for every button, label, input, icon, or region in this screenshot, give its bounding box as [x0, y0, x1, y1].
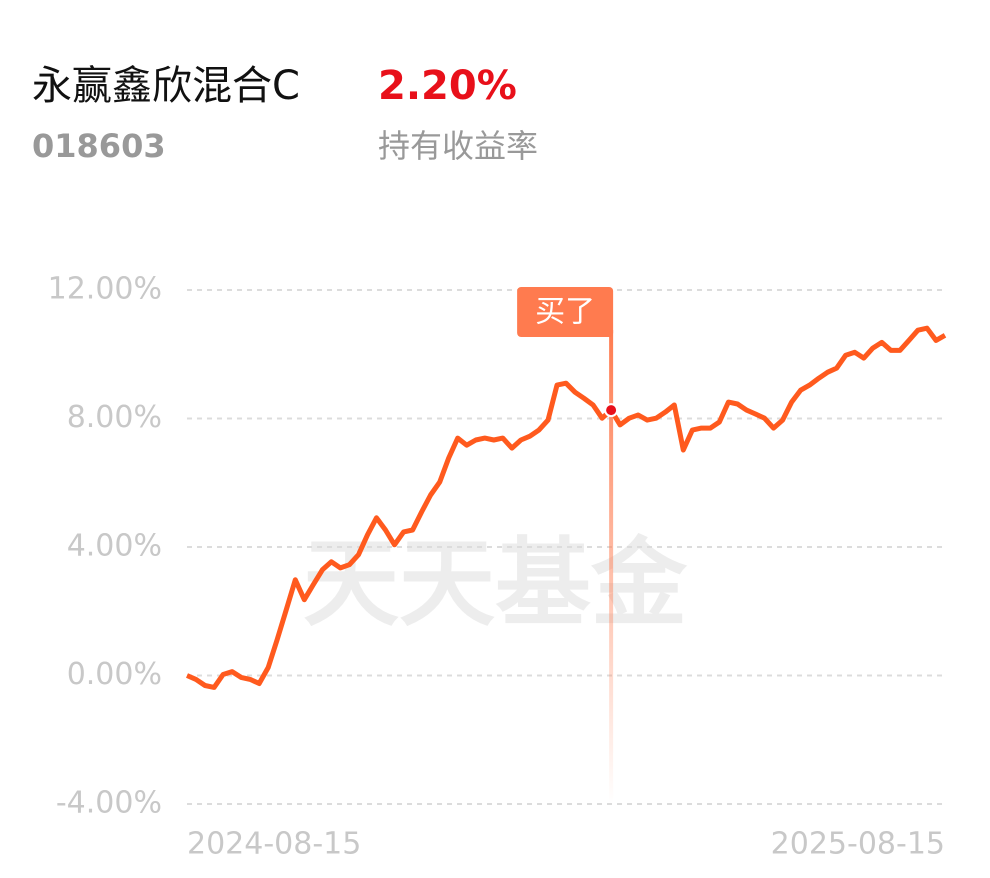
buy-point [604, 403, 619, 418]
x-tick-label: 2025-08-15 [771, 827, 945, 862]
y-tick-label: 8.00% [67, 400, 162, 435]
y-tick-label: 12.00% [48, 272, 162, 307]
fund-name: 永赢鑫欣混合C [32, 63, 300, 109]
buy-guide-line [609, 330, 614, 804]
line [186, 325, 947, 690]
x-tick-label: 2024-08-15 [187, 827, 361, 862]
y-tick-label: 4.00% [67, 529, 162, 564]
fund-code: 018603 [32, 127, 166, 165]
return-value: 2.20% [378, 63, 517, 109]
y-tick-label: 0.00% [67, 657, 162, 692]
buy-tag [517, 287, 614, 337]
return-label: 持有收益率 [378, 127, 538, 165]
buy-tag-text: 买了 [535, 295, 595, 330]
y-tick-label: -4.00% [56, 786, 162, 821]
